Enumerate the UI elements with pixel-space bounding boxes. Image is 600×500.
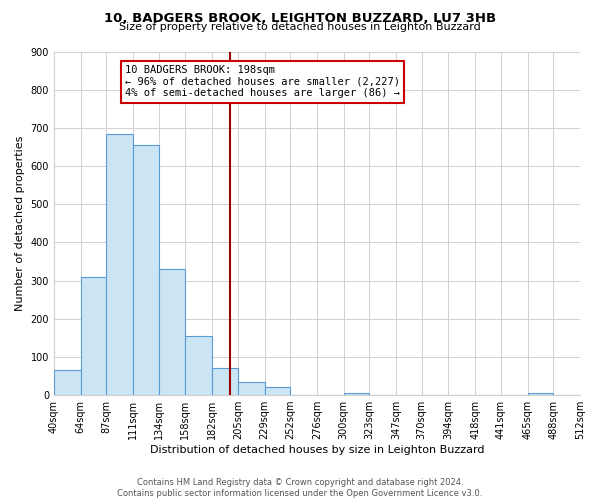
Bar <box>54 370 80 395</box>
Bar <box>265 388 290 395</box>
Text: Size of property relative to detached houses in Leighton Buzzard: Size of property relative to detached ho… <box>119 22 481 32</box>
Bar <box>344 393 370 395</box>
Bar <box>527 393 553 395</box>
X-axis label: Distribution of detached houses by size in Leighton Buzzard: Distribution of detached houses by size … <box>150 445 484 455</box>
Bar <box>238 382 265 395</box>
Text: 10, BADGERS BROOK, LEIGHTON BUZZARD, LU7 3HB: 10, BADGERS BROOK, LEIGHTON BUZZARD, LU7… <box>104 12 496 26</box>
Bar <box>158 269 185 395</box>
Bar <box>106 134 133 395</box>
Bar <box>212 368 238 395</box>
Text: Contains HM Land Registry data © Crown copyright and database right 2024.
Contai: Contains HM Land Registry data © Crown c… <box>118 478 482 498</box>
Bar <box>133 145 158 395</box>
Bar <box>185 336 212 395</box>
Text: 10 BADGERS BROOK: 198sqm
← 96% of detached houses are smaller (2,227)
4% of semi: 10 BADGERS BROOK: 198sqm ← 96% of detach… <box>125 65 400 98</box>
Y-axis label: Number of detached properties: Number of detached properties <box>15 136 25 311</box>
Bar <box>80 276 106 395</box>
